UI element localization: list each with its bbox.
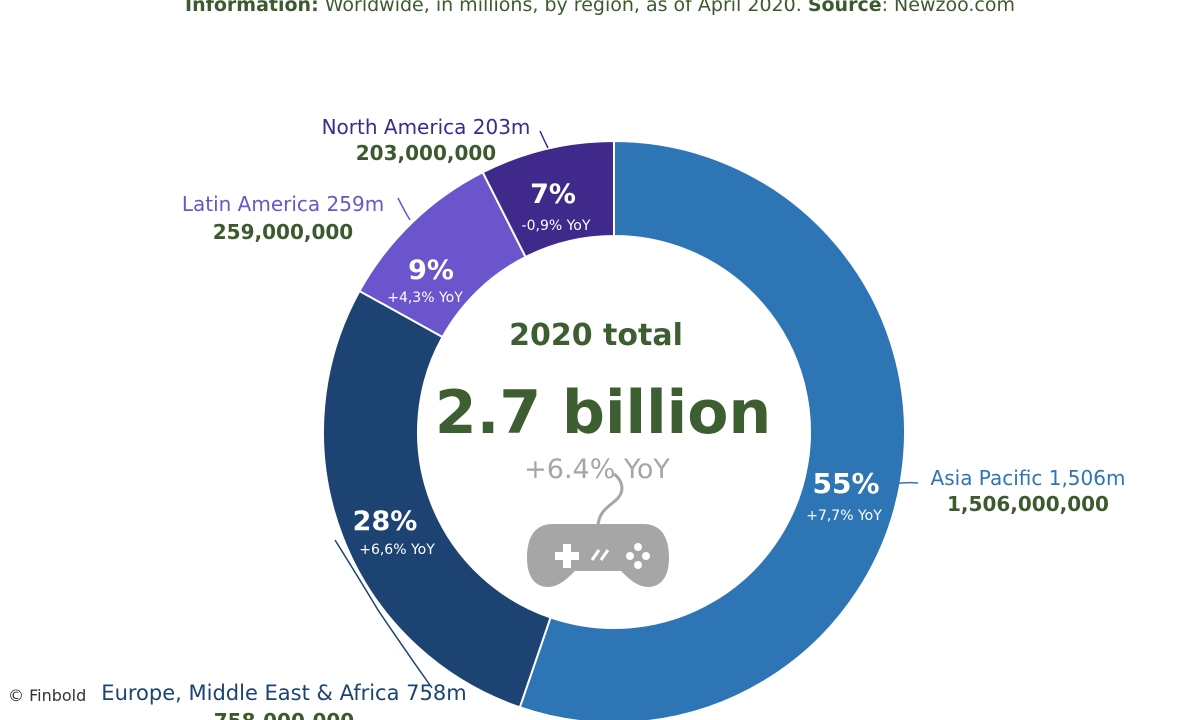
info-text: Worldwide, in millions, by region, as of…: [318, 0, 808, 16]
leader-line-latin-america: [397, 197, 411, 221]
slice-north-america: [481, 139, 615, 259]
source-label: Source: [807, 0, 882, 16]
callout-value-north-america: 203,000,000: [356, 141, 496, 165]
callout-name-europe-middle-east-africa: Europe, Middle East & Africa 758m: [101, 681, 466, 705]
center-yoy: +6.4% YoY: [524, 454, 670, 485]
chart-info-line: Information: Worldwide, in millions, by …: [0, 0, 1200, 16]
yoy-label-asia-pacific: +7,7% YoY: [806, 508, 882, 524]
callout-name-north-america: North America 203m: [322, 115, 531, 139]
info-label: Information:: [185, 0, 319, 16]
yoy-label-north-america: -0,9% YoY: [522, 218, 591, 234]
percent-label-europe-middle-east-africa: 28%: [353, 506, 418, 537]
slice-labels: 55% +7,7% YoY 28% +6,6% YoY 9% +4,3% YoY 7% -0,…: [353, 179, 883, 558]
callout-value-asia-pacific: 1,506,000,000: [947, 492, 1109, 516]
callout-value-latin-america: 259,000,000: [213, 220, 353, 244]
watermark: © Finbold: [8, 686, 87, 705]
callout-name-asia-pacific: Asia Pacific 1,506m: [931, 466, 1126, 490]
yoy-label-europe-middle-east-africa: +6,6% YoY: [359, 542, 435, 558]
center-subtitle: 2020 total: [509, 318, 683, 353]
percent-label-north-america: 7%: [530, 179, 576, 210]
leader-line-europe-middle-east-africa: [334, 539, 433, 689]
leader-lines: [334, 130, 919, 689]
donut-slices: [322, 139, 906, 720]
callout-value-europe-middle-east-africa: 758,000,000: [214, 709, 354, 720]
leader-line-north-america: [539, 130, 549, 149]
percent-label-asia-pacific: 55%: [812, 467, 879, 500]
callout-name-latin-america: Latin America 259m: [182, 192, 384, 216]
yoy-label-latin-america: +4,3% YoY: [387, 290, 463, 306]
leader-line-asia-pacific: [892, 481, 919, 485]
slice-asia-pacific: [518, 139, 906, 720]
center-total: 2.7 billion: [435, 378, 771, 448]
game-controller-icon: [527, 472, 669, 587]
percent-label-latin-america: 9%: [408, 255, 454, 286]
slice-europe-middle-east-africa: [322, 289, 552, 709]
source-text: : Newzoo.com: [881, 0, 1015, 16]
